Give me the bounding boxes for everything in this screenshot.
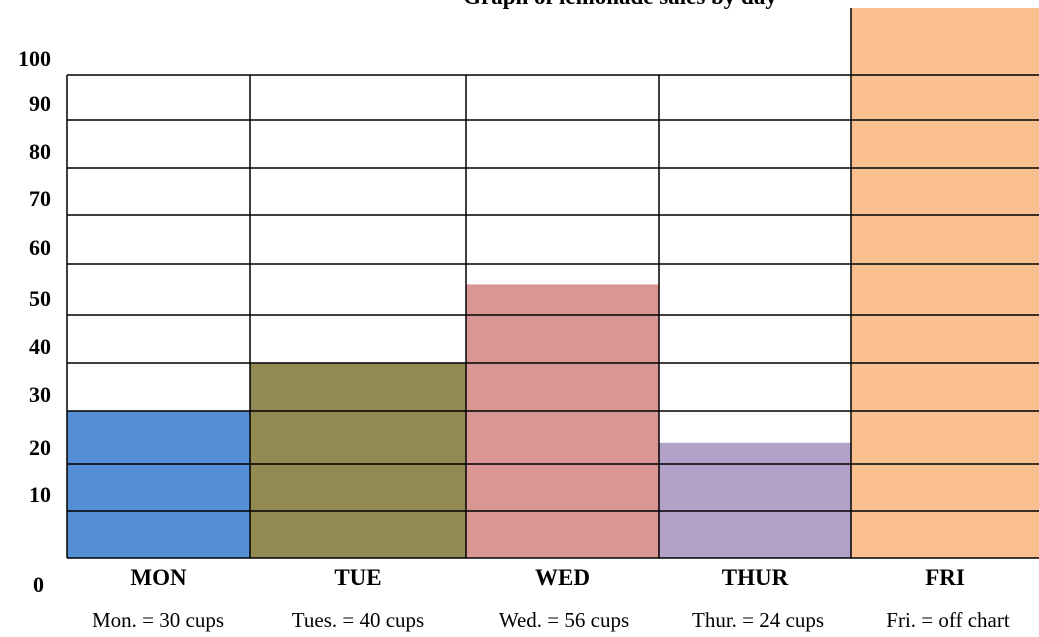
bar-tue — [250, 363, 466, 558]
y-tick-label-50: 50 — [29, 286, 51, 311]
chart-title: Graph of lemonade sales by day — [463, 0, 777, 9]
y-tick-label-100: 100 — [18, 46, 51, 71]
bar-fri — [851, 8, 1039, 558]
y-tick-label-70: 70 — [29, 186, 51, 211]
bar-series — [67, 8, 1039, 558]
bar-mon — [67, 411, 250, 558]
x-tick-label-fri: FRI — [925, 565, 965, 590]
y-tick-label-0: 0 — [33, 572, 44, 597]
x-tick-label-mon: MON — [130, 565, 187, 590]
y-tick-label-20: 20 — [29, 435, 51, 460]
y-tick-label-60: 60 — [29, 235, 51, 260]
value-note-mon: Mon. = 30 cups — [92, 608, 224, 632]
bar-thur — [659, 442, 851, 558]
y-tick-label-40: 40 — [29, 334, 51, 359]
x-axis-tick-labels: MON TUE WED THUR FRI — [130, 565, 964, 590]
x-tick-label-wed: WED — [535, 565, 590, 590]
value-note-wed: Wed. = 56 cups — [499, 608, 629, 632]
value-note-tue: Tues. = 40 cups — [292, 608, 424, 632]
y-axis-tick-labels: 0 10 20 30 40 50 60 70 80 90 100 — [18, 46, 51, 597]
y-tick-label-80: 80 — [29, 139, 51, 164]
value-notes: Mon. = 30 cups Tues. = 40 cups Wed. = 56 c… — [92, 608, 1010, 632]
y-tick-label-90: 90 — [29, 91, 51, 116]
x-tick-label-thur: THUR — [722, 565, 789, 590]
y-tick-label-10: 10 — [29, 482, 51, 507]
value-note-thur: Thur. = 24 cups — [692, 608, 824, 632]
y-tick-label-30: 30 — [29, 382, 51, 407]
value-note-fri: Fri. = off chart — [886, 608, 1010, 632]
x-tick-label-tue: TUE — [334, 565, 381, 590]
gridlines — [66, 8, 1039, 559]
bar-wed — [466, 284, 659, 558]
